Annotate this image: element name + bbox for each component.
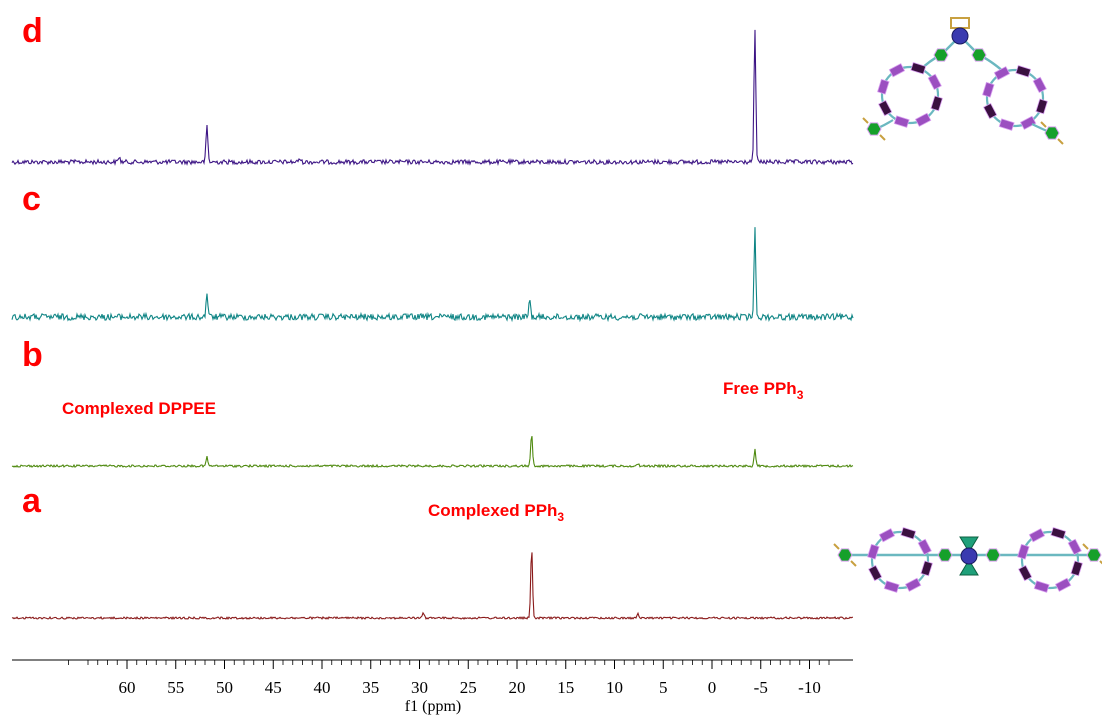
pillararene-ring-left-unit [927,73,942,91]
x-tick-label: 5 [659,678,668,697]
panel-letter-a: a [22,482,42,520]
end-cap-stub [862,117,869,124]
end-cap-node [1086,548,1102,562]
annotation-complexed-dppee: Complexed DPPEE [62,399,216,418]
pillararene-ring-left-backbone [880,65,940,125]
x-tick-label: 60 [119,678,136,697]
pillararene-ring-right-backbone [1020,530,1080,590]
pillararene-ring-left-unit [888,63,906,78]
metal-center [960,547,978,565]
x-tick-label: 25 [460,678,477,697]
pillararene-ring-right-unit [1028,528,1046,543]
pillararene-ring-right-unit [998,118,1015,131]
x-tick-label: 40 [314,678,331,697]
pillararene-ring-right-unit [1015,65,1032,78]
spectrum-trace-c [11,227,854,323]
molecule-illustration-top [862,17,1064,145]
pillararene-ring-right-unit [1050,527,1067,540]
pillararene-ring-left-unit [920,560,933,577]
pillararene-ring-left-unit [904,577,922,592]
end-cap-stub [850,560,857,567]
x-tick-label: 10 [606,678,623,697]
annotation-complexed-pph3: Complexed PPh3 [428,501,564,524]
pillararene-ring-left-unit [893,115,910,128]
pillararene-ring-left-unit [867,543,880,560]
pillararene-ring-right-unit [983,102,998,120]
end-cap-stub [1099,560,1102,565]
linker-node [933,48,949,62]
pillararene-ring-left-backbone [870,530,930,590]
pillararene-ring-right-unit [1070,560,1083,577]
x-tick-label: 30 [411,678,428,697]
ligand-stub [950,17,970,29]
panel-letter-d: d [22,12,43,50]
pillararene-ring-left-unit [883,580,900,593]
x-tick-label: -10 [798,678,821,697]
pillararene-ring-right-unit [1033,580,1050,593]
pillararene-ring-left-unit [878,99,893,117]
pillararene-ring-right-unit [1018,564,1033,582]
annotation-free-pph3: Free PPh3 [723,379,804,402]
x-tick-label: -5 [754,678,768,697]
x-tick-label: 45 [265,678,282,697]
pillararene-ring-left-unit [910,62,927,75]
metal-center [951,27,969,45]
x-axis: 60 55 50 45 40 35 30 25 20 15 10 5 0 -5 -10 f1 (ppm) [12,659,853,715]
end-cap-stub [1082,543,1089,550]
pillararene-ring-left-unit [878,528,896,543]
spectrum-traces [11,29,854,621]
pillararene-ring-right-unit [1035,98,1048,115]
pillararene-ring-left-unit [914,112,932,127]
x-tick-label: 50 [216,678,233,697]
pillararene-ring-right-unit [993,66,1011,81]
x-tick-label: 35 [362,678,379,697]
pillararene-ring-left-unit [877,78,890,95]
end-cap-node [837,548,853,562]
molecule-illustration-bottom [833,527,1102,593]
metal-cone [959,536,979,553]
pillararene-ring-left-unit [930,95,943,112]
linker-node [985,548,1001,562]
linker-node [937,548,953,562]
pillararene-ring-left-unit [917,538,932,556]
end-cap-stub [1057,138,1064,145]
pillararene-ring-right-unit [1017,543,1030,560]
x-tick-label: 55 [167,678,184,697]
panel-letter-b: b [22,336,43,374]
panel-letter-c: c [22,180,41,218]
x-axis-label: f1 (ppm) [405,698,461,715]
end-cap-stub [833,543,840,550]
spectrum-trace-a [11,552,854,621]
pillararene-ring-right-unit [1032,76,1047,94]
linker-node [971,48,987,62]
pillararene-ring-right-backbone [985,68,1045,128]
x-tick-label: 15 [557,678,574,697]
pillararene-ring-right-unit [1054,577,1072,592]
end-cap-node [1044,126,1060,140]
x-tick-label: 0 [708,678,717,697]
pillararene-ring-right-unit [1067,538,1082,556]
pillararene-ring-right-unit [1019,115,1037,130]
x-tick-label: 20 [509,678,526,697]
end-cap-node [866,122,882,136]
spectrum-trace-b [11,435,854,469]
pillararene-ring-left-unit [900,527,917,540]
pillararene-ring-left-unit [868,564,883,582]
spectrum-trace-d [11,29,854,167]
end-cap-stub [879,134,886,141]
metal-cone [959,559,979,576]
end-cap-stub [1040,121,1047,128]
pillararene-ring-right-unit [982,81,995,98]
linker [1031,123,1048,133]
